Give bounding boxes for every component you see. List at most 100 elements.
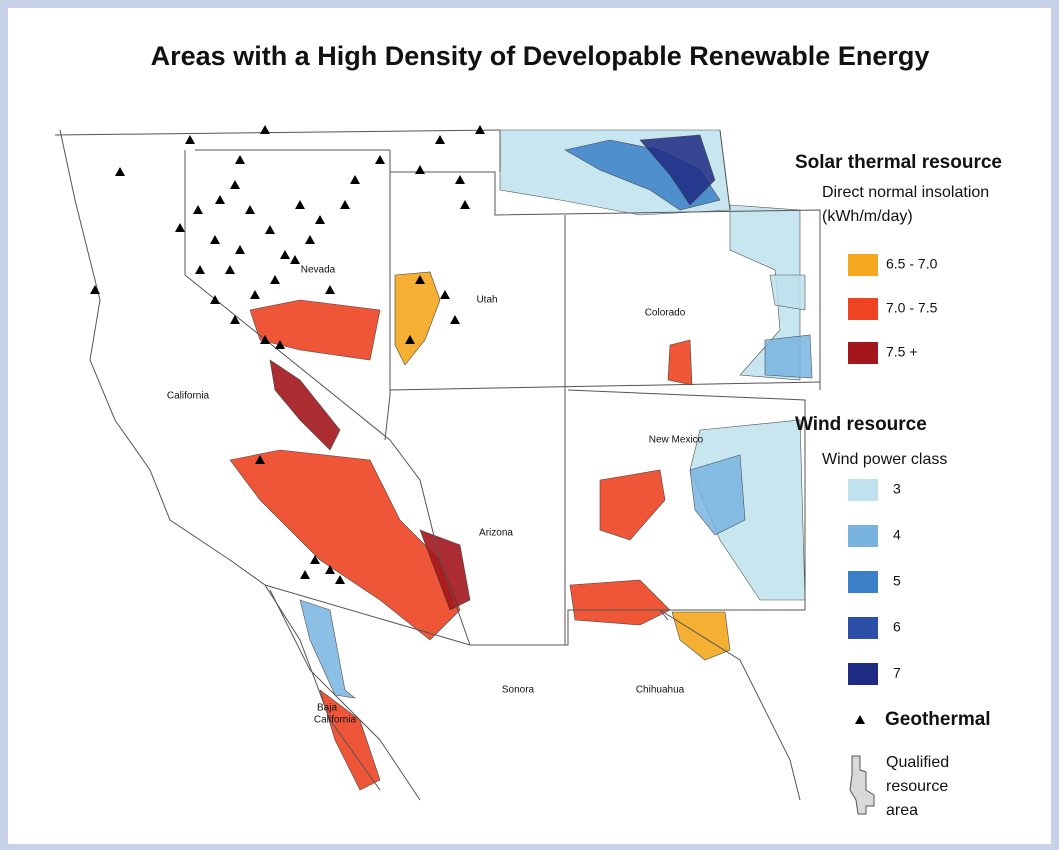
border bbox=[264, 584, 660, 646]
geothermal-site bbox=[250, 290, 260, 299]
map-label: California bbox=[314, 715, 357, 726]
wind-area bbox=[299, 599, 357, 699]
geothermal-site bbox=[175, 223, 185, 232]
geothermal-site bbox=[405, 335, 415, 344]
geothermal-site bbox=[195, 265, 205, 274]
wind-area bbox=[764, 334, 813, 379]
border bbox=[54, 129, 501, 136]
legend-label: 6.5 - 7.0 bbox=[886, 256, 938, 272]
geothermal-site bbox=[305, 235, 315, 244]
wind-area bbox=[689, 454, 746, 536]
solar-area bbox=[667, 339, 693, 386]
wind-area bbox=[639, 134, 716, 206]
legend-title: Solar thermal resource bbox=[795, 152, 1002, 173]
geothermal-site bbox=[415, 275, 425, 284]
legend-label: area bbox=[886, 802, 918, 819]
geothermal-site bbox=[230, 315, 240, 324]
geothermal-site bbox=[245, 205, 255, 214]
legend-marker bbox=[855, 715, 865, 724]
map-label: Arizona bbox=[479, 528, 513, 539]
legend-title: Wind resource bbox=[795, 414, 927, 435]
legend-swatch bbox=[848, 525, 878, 547]
map-label: New Mexico bbox=[649, 435, 704, 446]
solar-area bbox=[569, 579, 671, 626]
legend-swatch bbox=[848, 342, 878, 364]
legend-title: Geothermal bbox=[885, 709, 991, 730]
map-label: Colorado bbox=[645, 308, 686, 319]
geothermal-site bbox=[340, 200, 350, 209]
border bbox=[719, 129, 731, 211]
geothermal-site bbox=[335, 575, 345, 584]
geothermal-site bbox=[210, 295, 220, 304]
geothermal-site bbox=[235, 245, 245, 254]
geothermal-site bbox=[350, 175, 360, 184]
legend-swatch bbox=[848, 479, 878, 501]
solar-area bbox=[419, 529, 471, 611]
geothermal-site bbox=[440, 290, 450, 299]
geothermal-site bbox=[415, 165, 425, 174]
geothermal-site bbox=[315, 215, 325, 224]
border bbox=[59, 129, 381, 791]
legend-swatch bbox=[848, 254, 878, 276]
border bbox=[384, 150, 391, 441]
legend-swatch bbox=[849, 755, 875, 815]
map-label: California bbox=[167, 391, 210, 402]
map-label: Nevada bbox=[301, 265, 336, 276]
geothermal-site bbox=[185, 135, 195, 144]
map-label: Sonora bbox=[502, 685, 535, 696]
geothermal-site bbox=[460, 200, 470, 209]
geothermal-site bbox=[265, 225, 275, 234]
geothermal-site bbox=[280, 250, 290, 259]
geothermal-site bbox=[270, 275, 280, 284]
legend-subtitle: Wind power class bbox=[822, 451, 947, 468]
solar-area bbox=[319, 689, 381, 791]
geothermal-site bbox=[275, 340, 285, 349]
legend-label: 7.5 + bbox=[886, 344, 918, 360]
geothermal-site bbox=[325, 565, 335, 574]
border bbox=[389, 439, 471, 646]
geothermal-site bbox=[475, 125, 485, 134]
legend-label: 7.0 - 7.5 bbox=[886, 300, 938, 316]
border bbox=[567, 389, 806, 621]
legend-label: 3 bbox=[893, 481, 901, 497]
legend-label: 7 bbox=[893, 665, 901, 681]
legend-units: (kWh/m/day) bbox=[822, 208, 913, 225]
map-label: Chihuahua bbox=[636, 685, 685, 696]
geothermal-site bbox=[375, 155, 385, 164]
legend-label: 6 bbox=[893, 619, 901, 635]
geothermal-site bbox=[225, 265, 235, 274]
geothermal-site bbox=[255, 455, 265, 464]
legend-swatch bbox=[848, 571, 878, 593]
geothermal-site bbox=[90, 285, 100, 294]
geothermal-site bbox=[450, 315, 460, 324]
geothermal-site bbox=[325, 285, 335, 294]
title: Areas with a High Density of Developable… bbox=[151, 41, 930, 71]
border bbox=[269, 589, 421, 801]
legend-swatch bbox=[848, 617, 878, 639]
geothermal-site bbox=[455, 175, 465, 184]
solar-area bbox=[599, 469, 666, 541]
legend-label: 5 bbox=[893, 573, 901, 589]
geothermal-site bbox=[260, 125, 270, 134]
legend-label: 4 bbox=[893, 527, 901, 543]
legend-label: Qualified bbox=[886, 754, 949, 771]
geothermal-site bbox=[115, 167, 125, 176]
wind-area bbox=[729, 204, 801, 381]
legend-swatch bbox=[848, 298, 878, 320]
geothermal-site bbox=[290, 255, 300, 264]
solar-area bbox=[269, 359, 341, 451]
wind-area bbox=[769, 274, 806, 311]
geothermal-site bbox=[435, 135, 445, 144]
legend-swatch bbox=[848, 663, 878, 685]
legend-subtitle: Direct normal insolation bbox=[822, 184, 989, 201]
solar-area bbox=[229, 449, 461, 641]
geothermal-site bbox=[295, 200, 305, 209]
geothermal-site bbox=[310, 555, 320, 564]
border bbox=[389, 381, 821, 391]
wind-area bbox=[564, 139, 721, 211]
border bbox=[390, 171, 821, 390]
geothermal-site bbox=[215, 195, 225, 204]
map-label: Baja bbox=[317, 703, 337, 714]
